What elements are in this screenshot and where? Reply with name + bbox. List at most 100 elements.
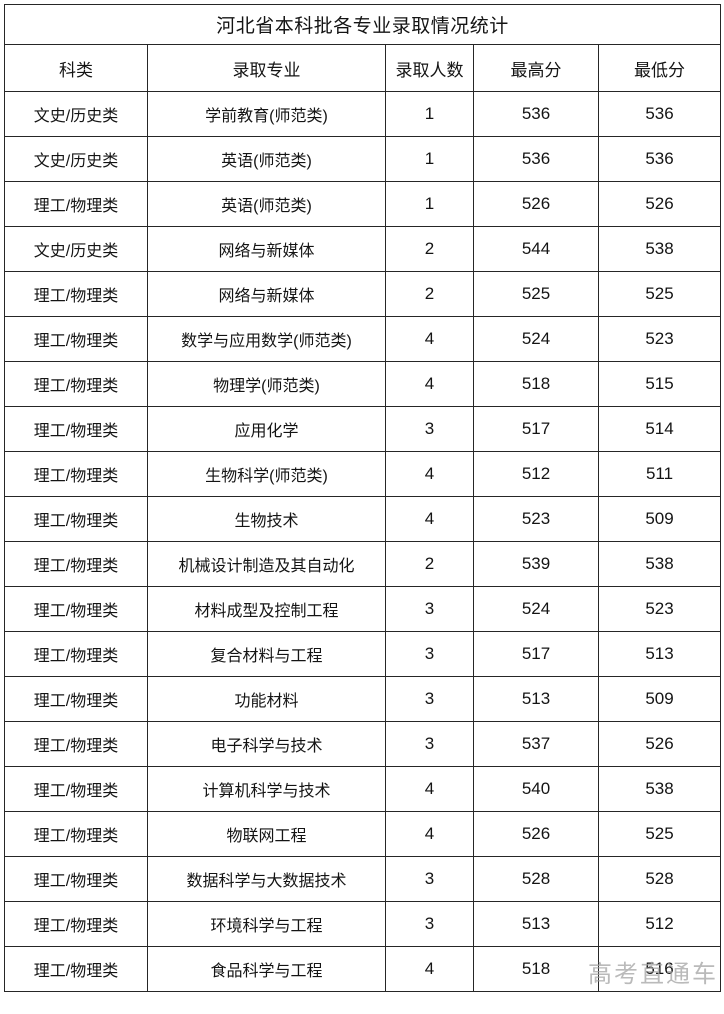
min-score-cell: 536 [598, 91, 721, 137]
major-cell: 电子科学与技术 [147, 721, 386, 767]
category-cell: 理工/物理类 [4, 856, 148, 902]
max-score-cell: 524 [473, 586, 599, 632]
column-header-max-score: 最高分 [473, 44, 599, 92]
admission-stats-table: 河北省本科批各专业录取情况统计 科类 录取专业 录取人数 最高分 最低分 文史/历史类学… [4, 4, 721, 992]
category-cell: 理工/物理类 [4, 181, 148, 227]
category-cell: 文史/历史类 [4, 226, 148, 272]
category-cell: 理工/物理类 [4, 541, 148, 587]
major-cell: 数学与应用数学(师范类) [147, 316, 386, 362]
min-score-cell: 511 [598, 451, 721, 497]
table-row: 文史/历史类 网络与新媒体 2 544 538 [4, 226, 721, 272]
table-title: 河北省本科批各专业录取情况统计 [4, 4, 721, 45]
min-score-cell: 523 [598, 316, 721, 362]
max-score-cell: 536 [473, 91, 599, 137]
major-cell: 应用化学 [147, 406, 386, 452]
category-cell: 理工/物理类 [4, 406, 148, 452]
max-score-cell: 526 [473, 181, 599, 227]
min-score-cell: 526 [598, 721, 721, 767]
table-row: 理工/物理类 复合材料与工程 3 517 513 [4, 631, 721, 677]
min-score-cell: 512 [598, 901, 721, 947]
count-cell: 1 [385, 91, 474, 137]
table-row: 文史/历史类 英语(师范类) 1 536 536 [4, 136, 721, 182]
table-row: 理工/物理类 环境科学与工程 3 513 512 [4, 901, 721, 947]
min-score-cell: 526 [598, 181, 721, 227]
category-cell: 理工/物理类 [4, 316, 148, 362]
major-cell: 环境科学与工程 [147, 901, 386, 947]
min-score-cell: 525 [598, 271, 721, 317]
table-row: 理工/物理类 功能材料 3 513 509 [4, 676, 721, 722]
max-score-cell: 518 [473, 946, 599, 992]
category-cell: 理工/物理类 [4, 451, 148, 497]
category-cell: 理工/物理类 [4, 631, 148, 677]
table-row: 理工/物理类 生物技术 4 523 509 [4, 496, 721, 542]
category-cell: 理工/物理类 [4, 901, 148, 947]
count-cell: 2 [385, 226, 474, 272]
min-score-cell: 515 [598, 361, 721, 407]
table-row: 理工/物理类 食品科学与工程 4 518 516 [4, 946, 721, 992]
count-cell: 3 [385, 586, 474, 632]
count-cell: 4 [385, 361, 474, 407]
min-score-cell: 538 [598, 541, 721, 587]
min-score-cell: 538 [598, 226, 721, 272]
category-cell: 理工/物理类 [4, 496, 148, 542]
count-cell: 2 [385, 271, 474, 317]
max-score-cell: 528 [473, 856, 599, 902]
count-cell: 3 [385, 676, 474, 722]
major-cell: 生物科学(师范类) [147, 451, 386, 497]
table-body: 文史/历史类 学前教育(师范类) 1 536 536 文史/历史类 英语(师范类) 1 536 5… [4, 91, 721, 992]
min-score-cell: 509 [598, 496, 721, 542]
min-score-cell: 523 [598, 586, 721, 632]
table-row: 理工/物理类 网络与新媒体 2 525 525 [4, 271, 721, 317]
table-row: 理工/物理类 物联网工程 4 526 525 [4, 811, 721, 857]
count-cell: 4 [385, 811, 474, 857]
min-score-cell: 514 [598, 406, 721, 452]
min-score-cell: 509 [598, 676, 721, 722]
category-cell: 文史/历史类 [4, 91, 148, 137]
max-score-cell: 512 [473, 451, 599, 497]
max-score-cell: 526 [473, 811, 599, 857]
count-cell: 3 [385, 721, 474, 767]
major-cell: 功能材料 [147, 676, 386, 722]
count-cell: 3 [385, 406, 474, 452]
category-cell: 理工/物理类 [4, 946, 148, 992]
column-header-count: 录取人数 [385, 44, 474, 92]
count-cell: 4 [385, 766, 474, 812]
major-cell: 生物技术 [147, 496, 386, 542]
major-cell: 计算机科学与技术 [147, 766, 386, 812]
min-score-cell: 538 [598, 766, 721, 812]
max-score-cell: 518 [473, 361, 599, 407]
table-row: 理工/物理类 材料成型及控制工程 3 524 523 [4, 586, 721, 632]
major-cell: 英语(师范类) [147, 136, 386, 182]
major-cell: 数据科学与大数据技术 [147, 856, 386, 902]
min-score-cell: 536 [598, 136, 721, 182]
table-row: 理工/物理类 物理学(师范类) 4 518 515 [4, 361, 721, 407]
count-cell: 4 [385, 316, 474, 362]
count-cell: 4 [385, 946, 474, 992]
count-cell: 3 [385, 901, 474, 947]
category-cell: 理工/物理类 [4, 586, 148, 632]
min-score-cell: 513 [598, 631, 721, 677]
count-cell: 3 [385, 856, 474, 902]
table-row: 理工/物理类 电子科学与技术 3 537 526 [4, 721, 721, 767]
max-score-cell: 513 [473, 901, 599, 947]
major-cell: 网络与新媒体 [147, 226, 386, 272]
max-score-cell: 536 [473, 136, 599, 182]
table-header-row: 科类 录取专业 录取人数 最高分 最低分 [4, 44, 721, 92]
column-header-major: 录取专业 [147, 44, 386, 92]
table-row: 理工/物理类 应用化学 3 517 514 [4, 406, 721, 452]
table-row: 理工/物理类 机械设计制造及其自动化 2 539 538 [4, 541, 721, 587]
major-cell: 食品科学与工程 [147, 946, 386, 992]
count-cell: 4 [385, 451, 474, 497]
max-score-cell: 513 [473, 676, 599, 722]
title-row: 河北省本科批各专业录取情况统计 [4, 4, 721, 45]
min-score-cell: 516 [598, 946, 721, 992]
table-row: 理工/物理类 计算机科学与技术 4 540 538 [4, 766, 721, 812]
count-cell: 1 [385, 181, 474, 227]
table-row: 文史/历史类 学前教育(师范类) 1 536 536 [4, 91, 721, 137]
major-cell: 机械设计制造及其自动化 [147, 541, 386, 587]
major-cell: 复合材料与工程 [147, 631, 386, 677]
count-cell: 3 [385, 631, 474, 677]
max-score-cell: 524 [473, 316, 599, 362]
count-cell: 1 [385, 136, 474, 182]
category-cell: 理工/物理类 [4, 766, 148, 812]
